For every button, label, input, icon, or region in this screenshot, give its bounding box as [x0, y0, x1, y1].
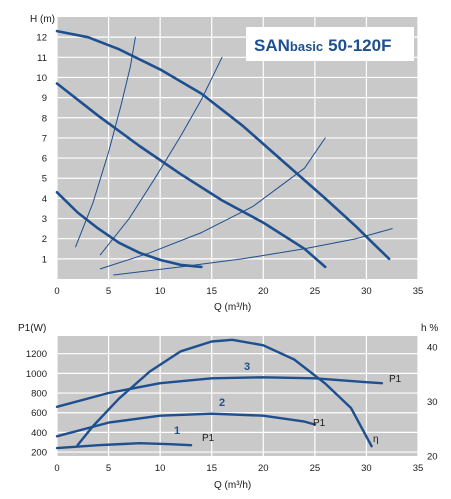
power-y-tick-label: 1000 — [26, 369, 47, 380]
efficiency-y-tick-label: 20 — [427, 452, 438, 463]
head-curve-6 — [99, 137, 326, 270]
p1-label-curve-3: P1 — [389, 374, 402, 385]
curve-label-3: 3 — [244, 361, 250, 373]
head-x-tick-label: 30 — [361, 286, 372, 297]
power-x-tick-label: 0 — [54, 463, 59, 474]
curve-label-1: 1 — [174, 425, 180, 437]
title-model: 50-120F — [328, 36, 391, 55]
head-x-tick-label: 15 — [206, 286, 217, 297]
power-y-tick-label: 1200 — [26, 349, 47, 360]
power-curve-3 — [55, 376, 384, 408]
head-curve-1 — [55, 29, 391, 261]
power-curves — [55, 338, 384, 450]
head-curve-5 — [99, 56, 223, 256]
power-plot-area — [57, 336, 418, 456]
head-x-tick-label: 35 — [413, 286, 424, 297]
power-curve-1 — [55, 442, 193, 450]
head-y-tick-label: 11 — [37, 53, 47, 64]
head-y-tick-label: 3 — [42, 214, 47, 225]
power-x-tick-label: 5 — [106, 463, 111, 474]
power-y-tick-label: 800 — [31, 389, 47, 400]
power-x-ticks: 0 5 10 15 20 25 30 35 — [54, 463, 423, 474]
head-curve-7 — [113, 228, 393, 276]
head-y-tick-label: 1 — [42, 254, 47, 265]
power-x-axis-label: Q (m³/h) — [214, 480, 251, 491]
power-y-ticks: 200 400 600 800 1000 1200 — [26, 349, 47, 458]
head-y-tick-label: 4 — [42, 194, 47, 205]
head-y-tick-label: 6 — [42, 154, 47, 165]
head-x-tick-label: 25 — [310, 286, 321, 297]
head-y-axis-label: H (m) — [30, 14, 55, 25]
head-y-tick-label: 12 — [36, 33, 47, 44]
title-box — [246, 27, 414, 61]
power-y-tick-label: 600 — [31, 408, 47, 419]
power-x-tick-label: 35 — [413, 463, 424, 474]
efficiency-y-axis-label: h % — [421, 323, 438, 334]
head-y-tick-label: 9 — [42, 93, 47, 104]
chart-title: SANbasic 50-120F — [254, 36, 391, 55]
power-x-tick-label: 25 — [310, 463, 321, 474]
head-curve-4 — [75, 36, 136, 248]
efficiency-curve — [76, 338, 373, 448]
power-grid — [56, 336, 419, 456]
curve-label-2: 2 — [219, 397, 225, 409]
head-y-tick-label: 7 — [42, 133, 47, 144]
eta-label: η — [373, 434, 379, 445]
power-x-tick-label: 20 — [258, 463, 269, 474]
power-x-tick-label: 15 — [206, 463, 217, 474]
efficiency-y-tick-label: 40 — [427, 342, 438, 353]
power-y-axis-label: P1(W) — [18, 323, 46, 334]
head-x-tick-label: 0 — [54, 286, 59, 297]
head-x-tick-label: 10 — [155, 286, 166, 297]
title-brand-sub: basic — [290, 39, 323, 54]
head-curves — [55, 29, 393, 276]
head-y-tick-label: 8 — [42, 113, 47, 124]
power-x-tick-label: 30 — [361, 463, 372, 474]
head-y-tick-label: 10 — [36, 73, 47, 84]
head-curve-2 — [55, 82, 327, 269]
head-x-tick-label: 20 — [258, 286, 269, 297]
power-curve-2 — [55, 412, 317, 438]
head-x-axis-label: Q (m³/h) — [214, 302, 251, 313]
efficiency-y-ticks: 20 30 40 — [427, 342, 438, 462]
title-brand: SAN — [254, 36, 290, 55]
p1-label-curve-2: P1 — [313, 418, 326, 429]
head-x-ticks: 0 5 10 15 20 25 30 35 — [54, 286, 423, 297]
p1-label-curve-1: P1 — [202, 433, 215, 444]
power-x-tick-label: 10 — [155, 463, 166, 474]
head-x-tick-label: 5 — [106, 286, 111, 297]
head-curve-3 — [55, 191, 203, 269]
power-y-tick-label: 200 — [31, 448, 47, 459]
power-y-tick-label: 400 — [31, 428, 47, 439]
head-y-tick-label: 2 — [42, 234, 47, 245]
head-y-tick-label: 5 — [42, 174, 47, 185]
efficiency-y-tick-label: 30 — [427, 397, 438, 408]
